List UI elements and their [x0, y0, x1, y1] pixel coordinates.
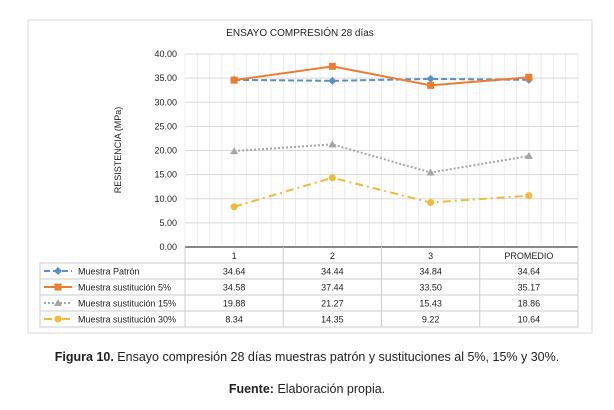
data-point	[427, 199, 435, 207]
caption-label: Figura 10.	[54, 350, 114, 364]
table-cell: 21.27	[321, 299, 344, 309]
y-tick-label: 0.00	[159, 242, 177, 252]
legend-marker	[54, 283, 62, 291]
data-point	[230, 76, 238, 84]
data-point	[426, 74, 435, 83]
data-point	[328, 76, 337, 85]
data-point	[230, 147, 239, 155]
table-cell: 34.64	[518, 267, 541, 277]
table-cell: 19.88	[223, 299, 246, 309]
table-cell: 33.50	[419, 283, 442, 293]
y-tick-label: 15.00	[154, 170, 177, 180]
data-point	[230, 203, 238, 211]
y-tick-label: 30.00	[154, 97, 177, 107]
data-point	[328, 174, 336, 182]
y-tick-label: 35.00	[154, 73, 177, 83]
data-point	[328, 140, 337, 148]
x-category-label: 1	[232, 251, 237, 261]
table-cell: 8.34	[225, 315, 243, 325]
series-line	[233, 176, 529, 208]
series-line	[234, 77, 529, 82]
legend-marker	[54, 299, 62, 306]
source-text: Elaboración propia.	[273, 382, 386, 396]
data-point	[525, 73, 533, 81]
x-category-label: 2	[330, 251, 335, 261]
figure-source: Fuente: Elaboración propia.	[0, 382, 614, 396]
chart-title: ENSAYO COMPRESIÓN 28 días	[226, 26, 374, 39]
figure-caption: Figura 10. Ensayo compresión 28 días mue…	[0, 350, 614, 364]
table-cell: 35.17	[518, 283, 541, 293]
x-category-label: PROMEDIO	[504, 251, 553, 261]
data-point	[426, 168, 435, 176]
table-cell: 18.86	[518, 299, 541, 309]
table-cell: 34.58	[223, 283, 246, 293]
data-point	[427, 81, 435, 89]
data-point	[524, 152, 533, 160]
chart-border	[27, 19, 593, 334]
legend-label: Muestra Patrón	[78, 267, 140, 277]
caption-text: Ensayo compresión 28 días muestras patró…	[113, 350, 560, 364]
chart: ENSAYO COMPRESIÓN 28 días RESISTENCIA (MP…	[27, 19, 593, 334]
table-cell: 37.44	[321, 283, 344, 293]
y-tick-label: 20.00	[154, 146, 177, 156]
legend-label: Muestra sustitución 30%	[78, 315, 176, 325]
table-cell: 34.64	[223, 267, 246, 277]
series-line	[234, 143, 530, 174]
table-cell: 15.43	[419, 299, 442, 309]
data-point	[328, 62, 336, 70]
legend-label: Muestra sustitución 15%	[78, 299, 176, 309]
legend-label: Muestra sustitución 5%	[78, 283, 171, 293]
series-line	[233, 65, 529, 87]
y-axis-label: RESISTENCIA (MPa)	[113, 107, 123, 194]
table-cell: 34.44	[321, 267, 344, 277]
data-point	[525, 192, 533, 200]
table-cell: 10.64	[518, 315, 541, 325]
source-label: Fuente:	[228, 382, 274, 396]
y-tick-label: 5.00	[159, 218, 177, 228]
legend-marker	[54, 315, 62, 323]
table-cell: 9.22	[422, 315, 440, 325]
table-cell: 14.35	[321, 315, 344, 325]
y-tick-label: 25.00	[154, 121, 177, 131]
y-tick-label: 40.00	[154, 49, 177, 59]
legend-marker	[54, 267, 62, 275]
x-category-label: 3	[428, 251, 433, 261]
y-tick-label: 10.00	[154, 194, 177, 204]
table-cell: 34.84	[419, 267, 442, 277]
